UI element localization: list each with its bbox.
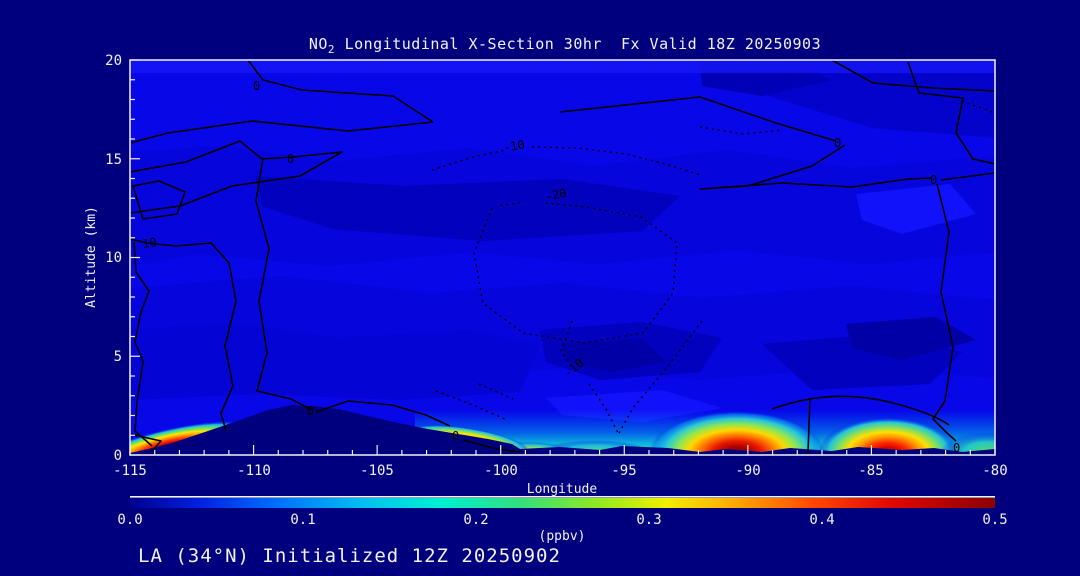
contour-label: 0 [452, 429, 459, 443]
plot-title-subscript: 2 [328, 43, 335, 56]
colorbar-tick-label: 0.3 [636, 512, 661, 528]
x-tick-label: -105 [360, 463, 394, 479]
colorbar-unit-label: (ppbv) [539, 529, 586, 544]
colorbar-tick-label: 0.5 [982, 512, 1007, 528]
colorbar-gradient [130, 498, 995, 508]
colorbar: 0.0 0.1 0.2 0.3 0.4 0.5 (ppbv) [117, 496, 1008, 544]
y-axis-title: Altitude (km) [84, 206, 99, 308]
y-tick-labels: 20 15 10 5 0 [105, 53, 122, 464]
x-axis-title: Longitude [527, 482, 598, 497]
contour-label: 0 [953, 441, 960, 455]
colorbar-tick-label: 0.4 [809, 512, 834, 528]
axis-ticks [129, 59, 996, 456]
y-tick-label: 15 [105, 152, 122, 168]
hotspot-minus85 [818, 417, 958, 455]
terrain-silhouette [130, 405, 995, 455]
colorbar-top-line [130, 496, 995, 498]
contour-label: 0 [253, 79, 260, 93]
x-tick-label: -80 [982, 463, 1007, 479]
contour-label: 0 [287, 152, 294, 166]
x-tick-label: -115 [113, 463, 147, 479]
x-tick-label: -95 [611, 463, 636, 479]
contour-label: 0 [834, 136, 841, 150]
x-tick-label: -110 [237, 463, 271, 479]
contour-label: -20 [544, 186, 568, 204]
y-tick-label: 0 [114, 448, 122, 464]
x-tick-label: -90 [735, 463, 760, 479]
colorbar-tick-label: 0.2 [463, 512, 488, 528]
contour-label: -10 [502, 137, 526, 155]
x-tick-label: -100 [484, 463, 518, 479]
contour-label: 0 [307, 404, 314, 418]
plot-title-rest: Longitudinal X-Section 30hr Fx Valid 18Z… [335, 35, 821, 53]
footer-annotation: LA (34°N) Initialized 12Z 20250902 [138, 545, 561, 567]
contour-fill-layer: 0 0 0 0 0 0 0 10 -10 -20 -10 [130, 60, 995, 455]
y-tick-label: 20 [105, 53, 122, 69]
contour-label: 10 [141, 235, 157, 251]
y-tick-label: 10 [105, 250, 122, 266]
colorbar-tick-label: 0.1 [290, 512, 315, 528]
plot-title: NO2 Longitudinal X-Section 30hr Fx Valid… [309, 35, 821, 56]
x-tick-label: -85 [858, 463, 883, 479]
colorbar-tick-labels: 0.0 0.1 0.2 0.3 0.4 0.5 [117, 512, 1007, 528]
hotspot-east-edge [940, 432, 995, 455]
y-tick-label: 5 [114, 349, 122, 365]
contour-line-layer [130, 60, 995, 454]
plot-title-prefix: NO [309, 35, 328, 53]
hotspot-minus90 [649, 411, 825, 455]
x-tick-labels: -115 -110 -105 -100 -95 -90 -85 -80 [113, 463, 1008, 479]
colorbar-tick-label: 0.0 [117, 512, 142, 528]
contour-label: 0 [930, 173, 937, 187]
